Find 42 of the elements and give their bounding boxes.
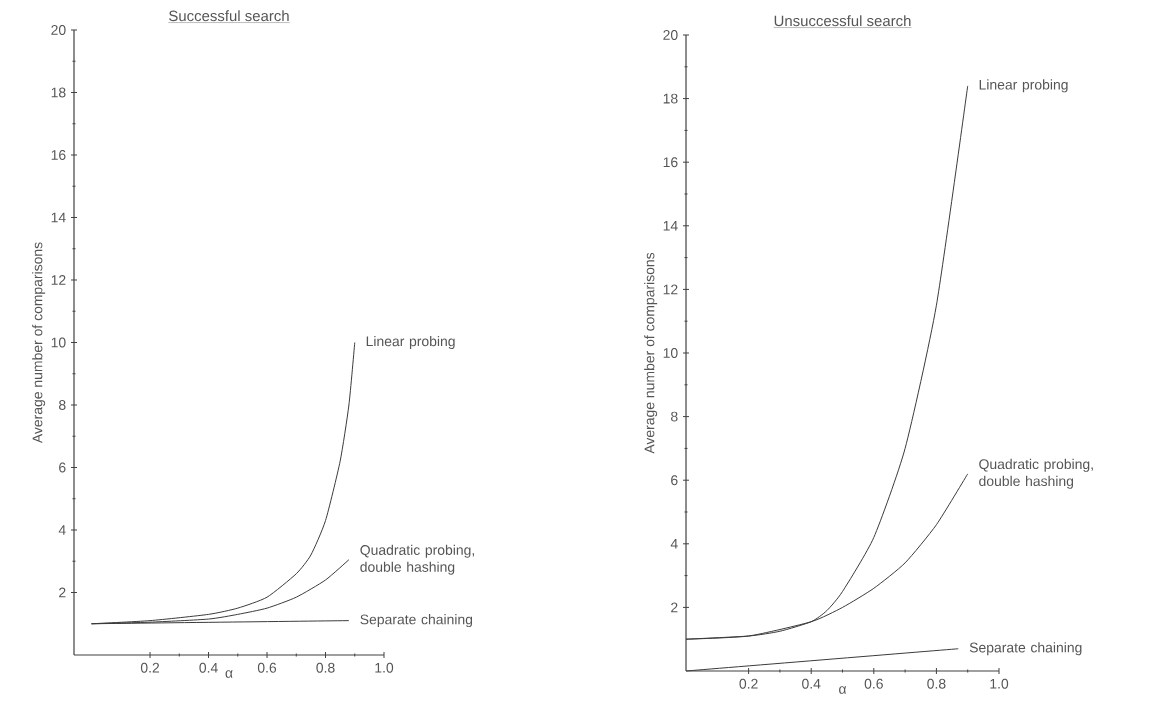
series-label: Linear probing — [366, 335, 455, 349]
x-tick-label: 0.8 — [927, 678, 946, 689]
x-tick-label: 0.4 — [199, 662, 218, 673]
y-tick-label: 14 — [663, 221, 678, 231]
chart-title: Unsuccessful search — [774, 15, 911, 27]
x-tick-label: 0.8 — [316, 662, 335, 673]
y-tick-label: 8 — [671, 411, 678, 422]
y-tick-label: 18 — [51, 87, 66, 98]
y-tick-label: 12 — [663, 284, 678, 295]
chart-title: Successful search — [169, 10, 289, 22]
y-tick-label: 10 — [663, 348, 678, 358]
y-tick-label: 6 — [671, 475, 678, 486]
y-tick-label: 18 — [663, 93, 678, 104]
y-tick-label: 20 — [663, 30, 678, 40]
x-axis-title: α — [839, 686, 847, 694]
y-tick-label: 14 — [51, 212, 66, 223]
x-tick-label: 0.2 — [140, 662, 160, 673]
series-label: Separate chaining — [969, 642, 1082, 656]
x-tick-label: 0.6 — [864, 678, 883, 689]
y-tick-label: 8 — [59, 400, 66, 410]
y-tick-label: 10 — [51, 337, 66, 348]
y-axis-title: Average number of comparisons — [32, 242, 46, 444]
y-tick-label: 2 — [59, 587, 66, 598]
series-label: Separate chaining — [360, 614, 473, 628]
x-tick-label: 1.0 — [375, 662, 394, 673]
x-axis-title: α — [225, 670, 233, 678]
y-tick-label: 16 — [51, 150, 66, 160]
y-tick-label: 2 — [671, 602, 678, 613]
y-tick-label: 6 — [59, 462, 66, 473]
x-tick-label: 0.2 — [739, 678, 758, 689]
y-axis-title: Average number of comparisons — [644, 252, 658, 454]
y-tick-label: 12 — [51, 275, 66, 285]
series-label: Linear probing — [979, 79, 1068, 93]
y-tick-label: 4 — [58, 525, 66, 535]
x-tick-label: 0.4 — [802, 678, 821, 689]
y-tick-label: 20 — [51, 25, 66, 35]
y-tick-label: 4 — [670, 539, 678, 549]
x-tick-label: 1.0 — [990, 678, 1009, 689]
series-label: Quadratic probing, double hashing — [979, 458, 1093, 489]
y-tick-label: 16 — [663, 157, 678, 168]
x-tick-label: 0.6 — [257, 662, 277, 673]
series-label: Quadratic probing, double hashing — [360, 544, 475, 575]
